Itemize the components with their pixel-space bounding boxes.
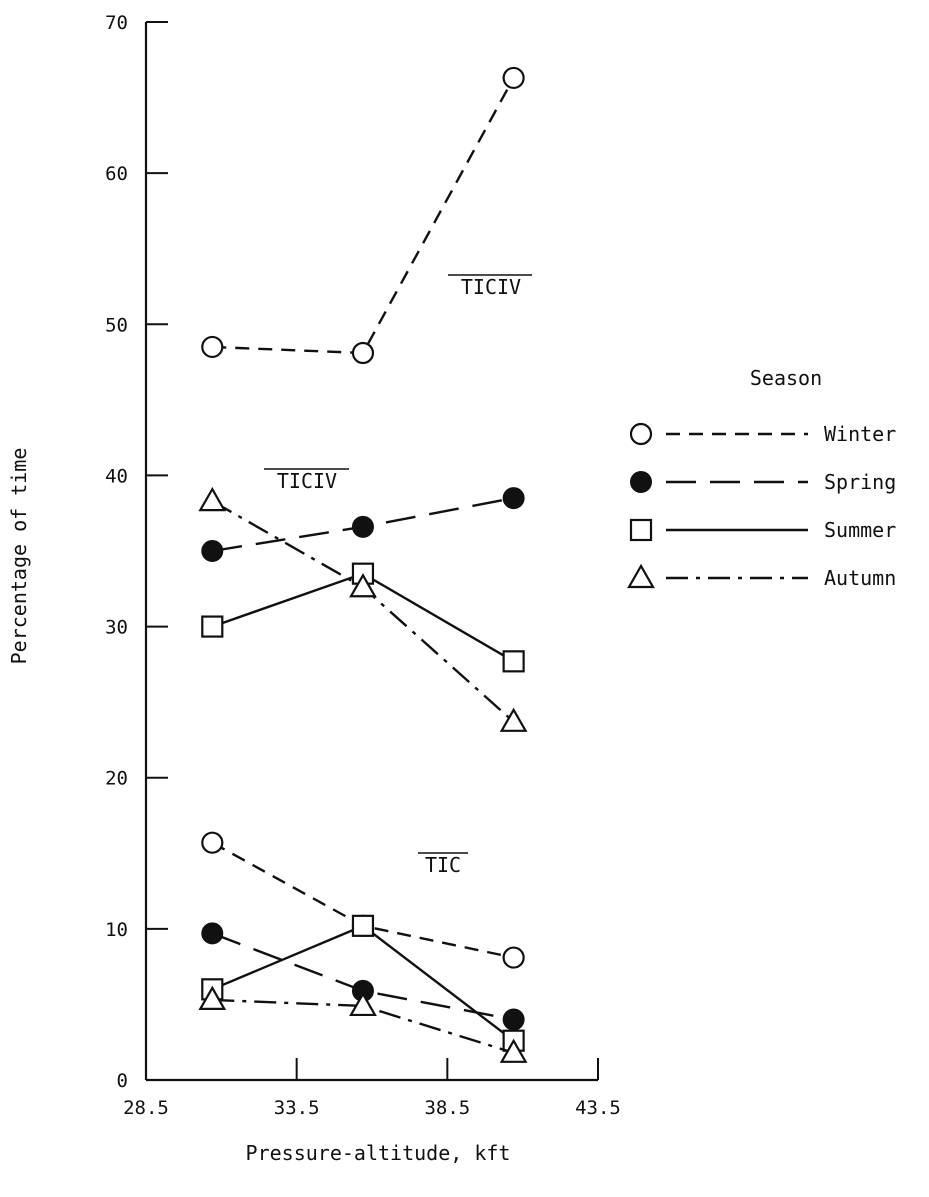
data-point-spring [351, 515, 374, 538]
series-line-winter [212, 77, 515, 355]
axes: 0 10 20 30 40 50 60 70 28.5 33.5 38.5 43.5 [105, 12, 621, 1119]
x-tick-label: 38.5 [424, 1097, 470, 1119]
y-tick-label: 70 [105, 12, 128, 34]
series-layer [198, 66, 528, 1063]
data-point-summer [351, 914, 375, 937]
group-label-winter: TICIV [461, 275, 521, 299]
data-point-winter [502, 66, 525, 90]
legend-marker-spring [630, 471, 652, 493]
legend-marker-winter [629, 422, 653, 446]
group-label-tic: TIC [425, 853, 461, 877]
data-point-autumn [349, 991, 377, 1017]
series-group [201, 66, 525, 365]
data-point-autumn [499, 1038, 528, 1063]
legend: Season Winter Spring Summer Autumn [627, 366, 896, 590]
legend-title: Season [750, 366, 822, 390]
labels-layer: TICIV TICIV TIC Pressure-altitude, kft P… [7, 274, 532, 1165]
x-tick-label: 33.5 [274, 1097, 320, 1119]
series-group [198, 486, 528, 732]
x-tick-label: 43.5 [575, 1097, 621, 1119]
data-point-autumn [198, 486, 227, 512]
x-tick-label: 28.5 [123, 1097, 169, 1119]
data-point-winter [201, 335, 224, 359]
series-group [198, 831, 528, 1063]
y-tick-label: 20 [105, 768, 128, 790]
data-point-winter [201, 831, 224, 854]
series-line-autumn [212, 998, 514, 1054]
legend-label-summer: Summer [824, 518, 896, 542]
data-point-spring [502, 1008, 525, 1031]
y-tick-label: 0 [117, 1070, 128, 1092]
y-axis-title: Percentage of time [7, 448, 31, 665]
data-point-spring [502, 487, 525, 510]
group-label-ticiv: TICIV [277, 469, 337, 493]
data-point-summer [502, 650, 525, 673]
data-point-spring [201, 922, 224, 945]
legend-label-spring: Spring [824, 470, 896, 494]
legend-marker-summer [629, 518, 653, 542]
data-point-winter [502, 946, 525, 969]
y-tick-label: 60 [105, 163, 128, 185]
x-axis-title: Pressure-altitude, kft [246, 1141, 511, 1165]
y-tick-label: 40 [105, 465, 128, 487]
y-tick-label: 50 [105, 314, 128, 336]
legend-label-autumn: Autumn [824, 566, 896, 590]
legend-marker-autumn [627, 563, 655, 589]
data-point-autumn [349, 573, 377, 598]
legend-label-winter: Winter [824, 422, 896, 446]
y-tick-label: 10 [105, 919, 128, 941]
series-line-winter [211, 841, 514, 959]
data-point-autumn [499, 707, 528, 732]
y-tick-label: 30 [105, 617, 128, 639]
data-point-spring [201, 540, 224, 562]
data-point-summer [201, 615, 224, 638]
data-point-autumn [198, 985, 227, 1010]
data-point-winter [351, 341, 375, 365]
